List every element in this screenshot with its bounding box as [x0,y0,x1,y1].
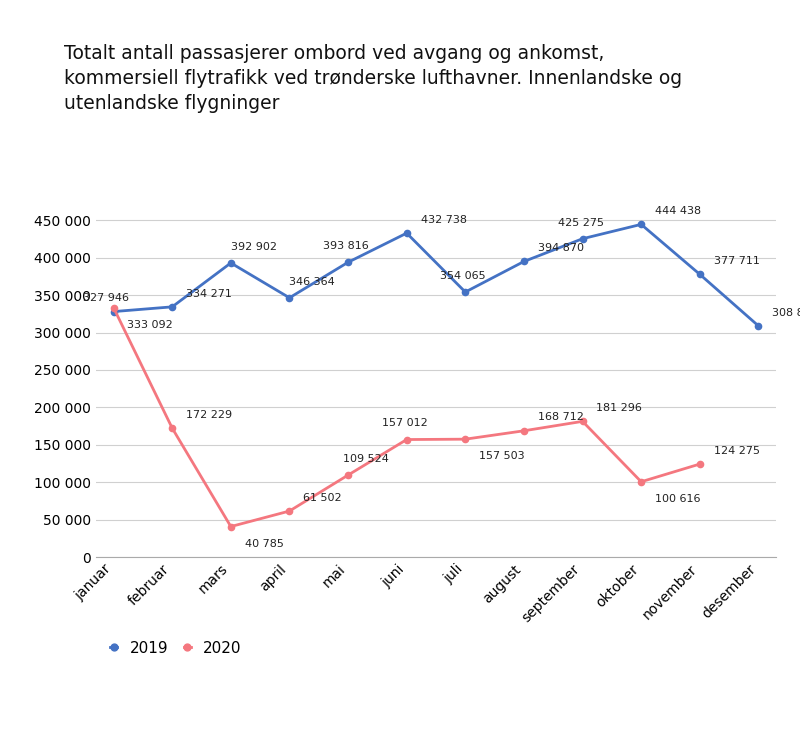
Text: 377 711: 377 711 [714,256,759,266]
Legend: 2019, 2020: 2019, 2020 [104,635,248,662]
Text: 124 275: 124 275 [714,446,760,456]
Text: 172 229: 172 229 [186,410,232,420]
2020 [109,303,118,312]
2019 [636,220,646,229]
Text: 354 065: 354 065 [440,271,486,281]
Text: 100 616: 100 616 [655,494,701,504]
2019 [578,235,587,243]
Text: 444 438: 444 438 [655,206,701,216]
Text: 157 012: 157 012 [382,419,427,428]
2020 [695,460,705,468]
2019 [402,229,411,237]
Text: 394 870: 394 870 [538,243,584,253]
Text: 327 946: 327 946 [83,293,129,303]
Text: 432 738: 432 738 [421,215,466,225]
Line: 2020: 2020 [110,305,703,530]
Text: 181 296: 181 296 [597,403,642,413]
Text: 168 712: 168 712 [538,413,584,422]
2019 [343,258,353,267]
Text: 346 364: 346 364 [290,276,335,287]
2020 [343,471,353,479]
Text: 393 816: 393 816 [323,241,369,251]
2019 [519,257,529,266]
Line: 2019: 2019 [110,221,762,329]
2019 [754,322,763,331]
2019 [461,287,470,296]
2020 [226,522,236,531]
2020 [519,427,529,435]
Text: 333 092: 333 092 [127,320,174,330]
2019 [285,293,294,302]
2020 [636,477,646,486]
Text: 425 275: 425 275 [558,218,603,228]
Text: 334 271: 334 271 [186,289,232,298]
2020 [167,424,177,432]
2019 [167,303,177,312]
2020 [402,435,411,444]
2020 [578,417,587,426]
Text: Totalt antall passasjerer ombord ved avgang og ankomst,
kommersiell flytrafikk v: Totalt antall passasjerer ombord ved avg… [64,44,682,113]
Text: 308 858: 308 858 [772,308,800,317]
Text: 61 502: 61 502 [303,493,342,503]
2020 [285,507,294,515]
2019 [226,259,236,268]
Text: 157 503: 157 503 [479,452,525,461]
2020 [461,435,470,443]
Text: 109 524: 109 524 [342,454,388,464]
Text: 392 902: 392 902 [231,242,277,252]
Text: 40 785: 40 785 [245,539,283,549]
2019 [695,270,705,279]
2019 [109,307,118,316]
